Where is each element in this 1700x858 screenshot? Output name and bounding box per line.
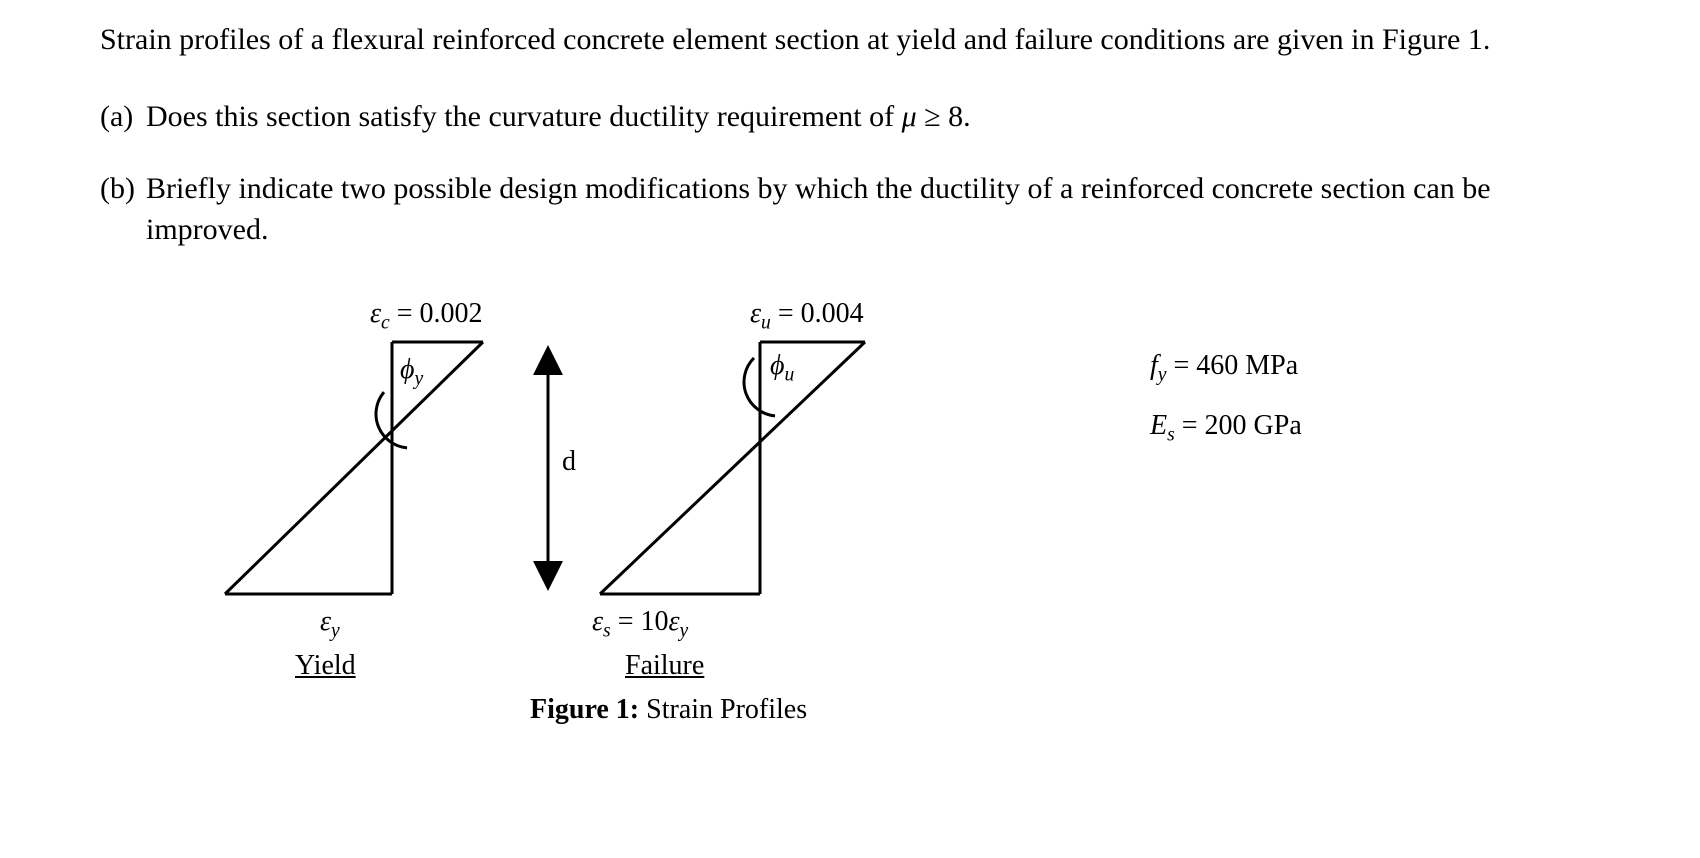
depth-d-label: d: [562, 446, 576, 478]
yield-title: Yield: [295, 650, 356, 682]
param-Es: Es = 200 GPa: [1150, 410, 1302, 447]
yield-top-strain-label: εc = 0.002: [370, 298, 483, 335]
yield-phi-label: ϕy: [400, 354, 423, 391]
yield-bottom-strain-label: εy: [320, 606, 340, 643]
question-b-text: Briefly indicate two possible design mod…: [146, 169, 1600, 250]
question-b-label: (b): [100, 169, 146, 250]
question-a-text: Does this section satisfy the curvature …: [146, 97, 1600, 138]
page: Strain profiles of a flexural reinforced…: [0, 0, 1700, 858]
param-fy: fy = 460 MPa: [1150, 350, 1298, 387]
figure-caption-bold: Figure 1:: [530, 694, 639, 725]
failure-phi-label: ϕu: [770, 350, 794, 387]
question-a: (a) Does this section satisfy the curvat…: [100, 97, 1600, 138]
failure-title: Failure: [625, 650, 704, 682]
strain-profiles-svg: [100, 282, 1000, 642]
question-list: (a) Does this section satisfy the curvat…: [100, 97, 1600, 251]
failure-top-strain-label: εu = 0.004: [750, 298, 864, 335]
question-b: (b) Briefly indicate two possible design…: [100, 169, 1600, 250]
failure-bottom-strain-label: εs = 10εy: [592, 606, 688, 643]
figure-caption: Figure 1: Strain Profiles: [530, 694, 807, 726]
question-a-label: (a): [100, 97, 146, 138]
figure-caption-rest: Strain Profiles: [639, 694, 807, 725]
figure-1: εc = 0.002 ϕy εy Yield εu = 0.004 ϕu εs …: [100, 282, 1600, 762]
intro-paragraph: Strain profiles of a flexural reinforced…: [100, 20, 1600, 61]
